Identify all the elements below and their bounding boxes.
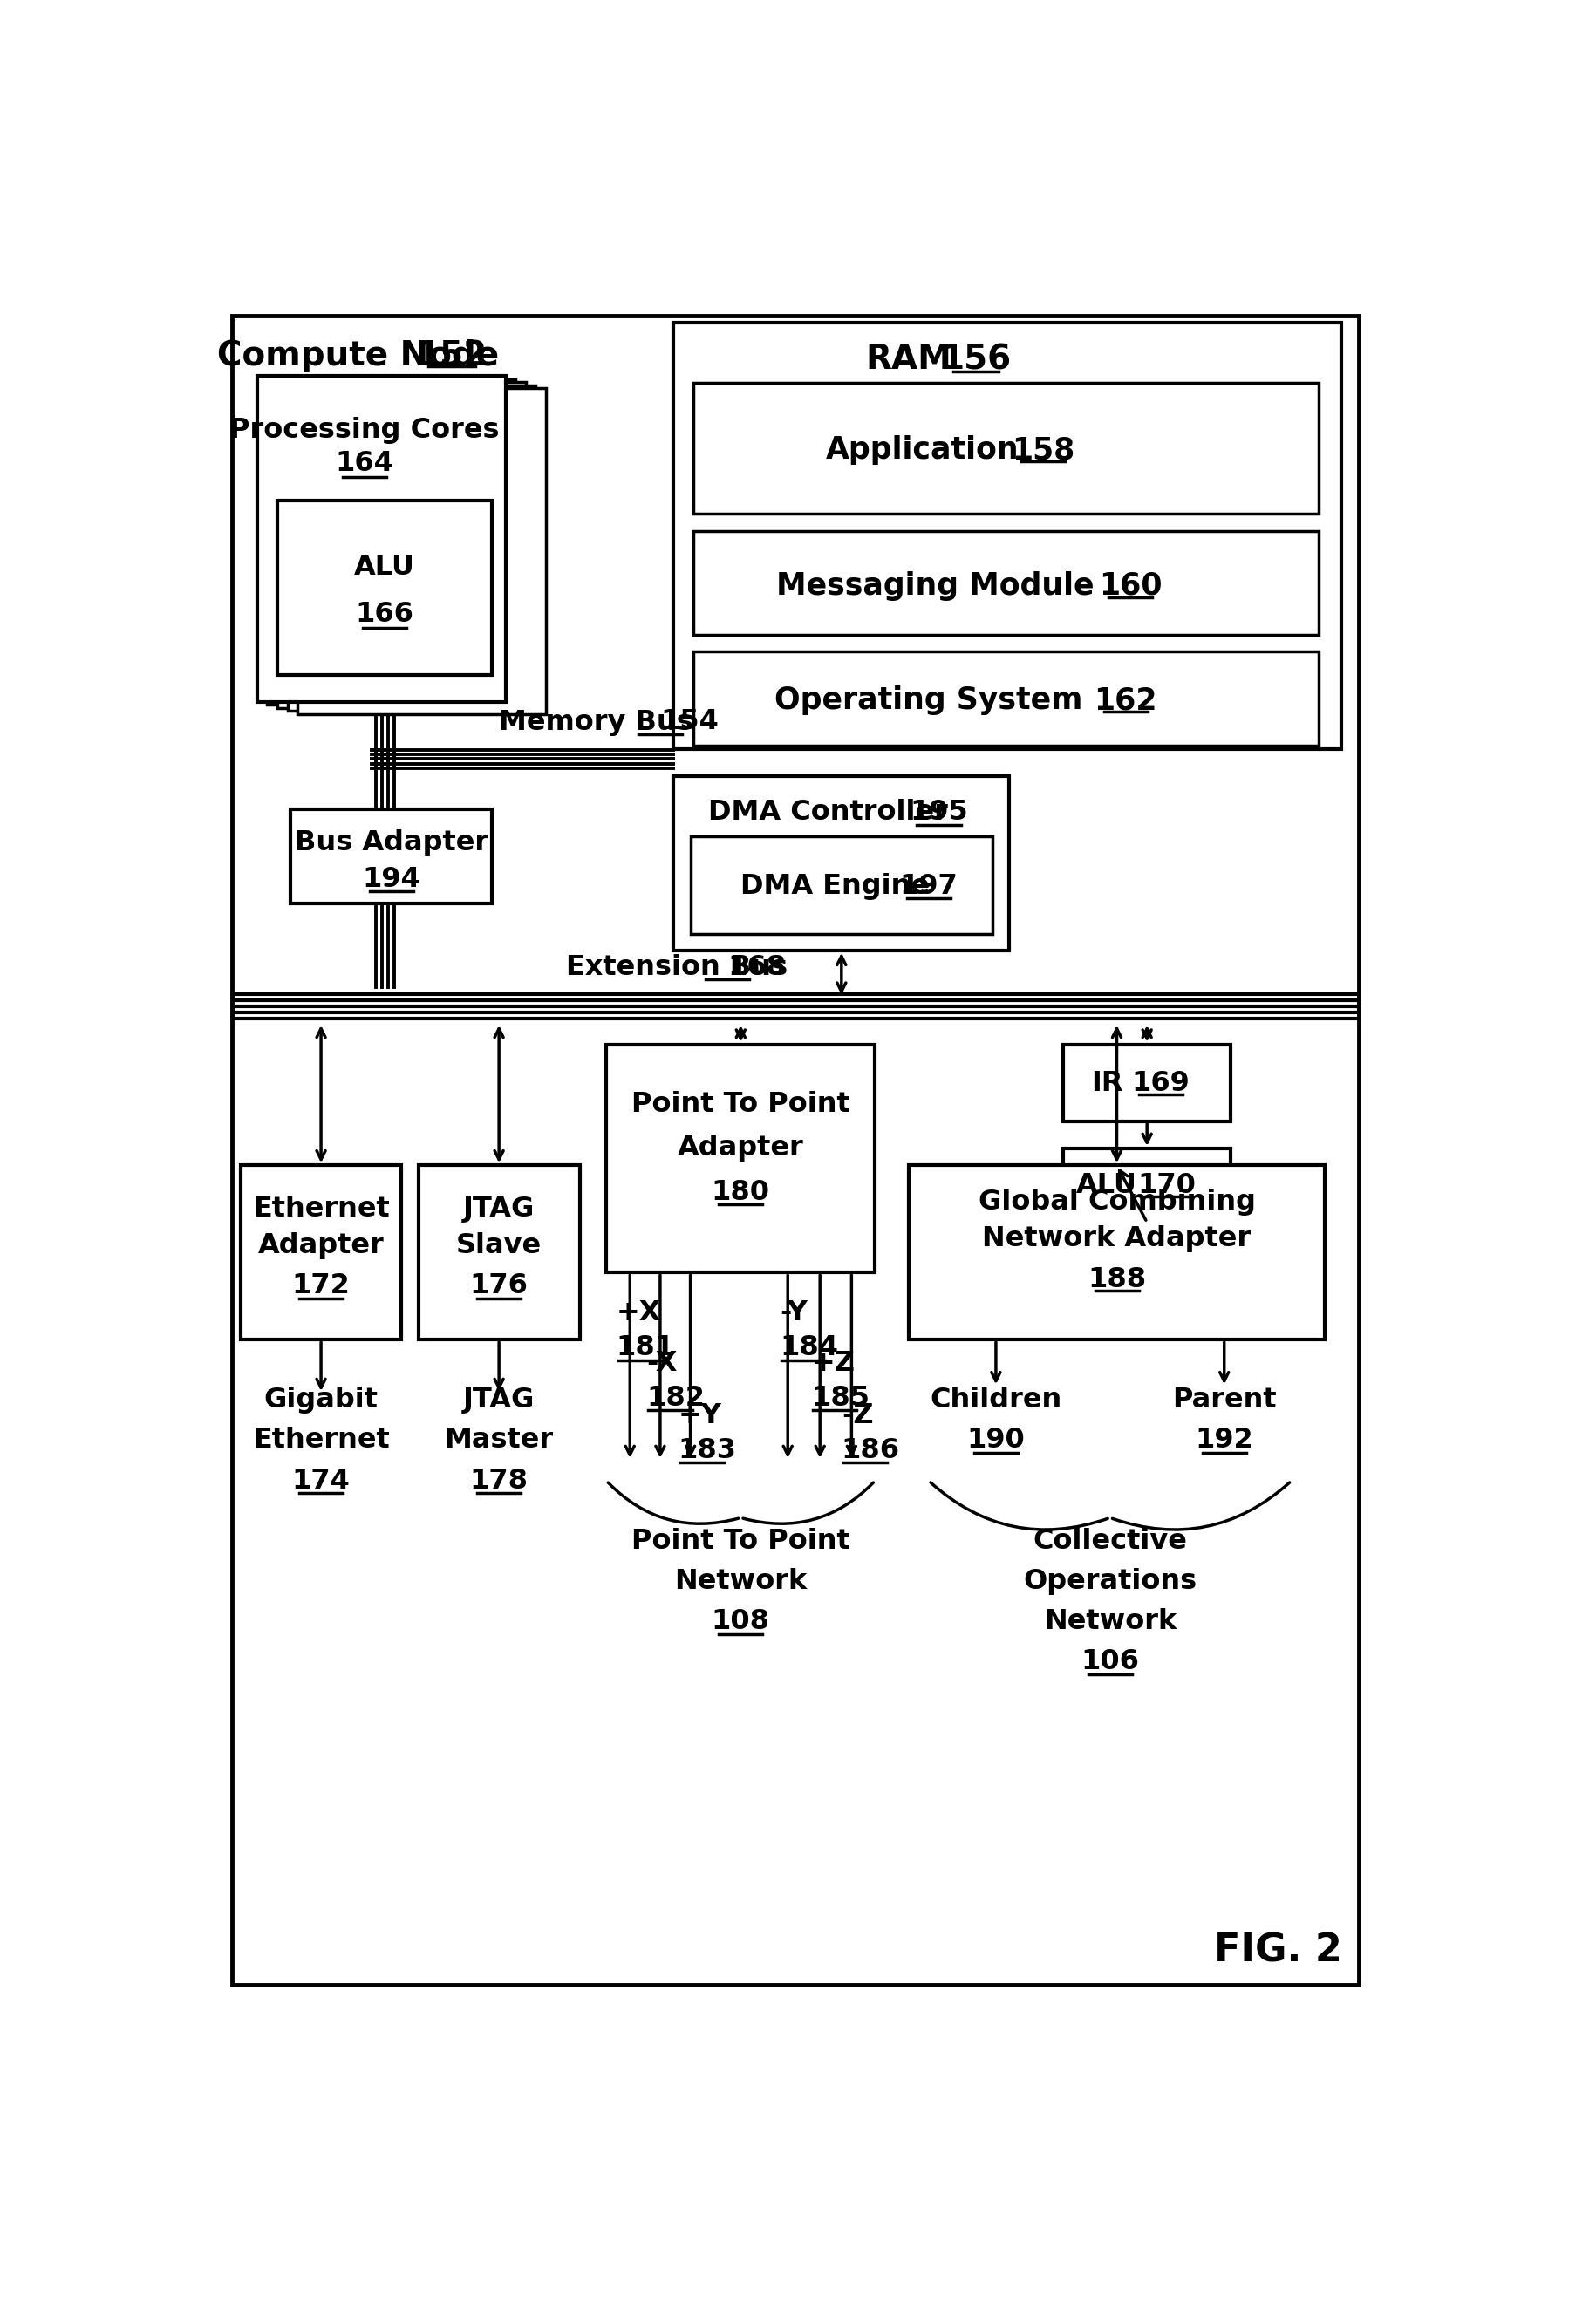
Text: 181: 181 — [616, 1334, 675, 1362]
Text: Network: Network — [675, 1569, 808, 1594]
Text: Operating System: Operating System — [774, 686, 1082, 716]
Text: 182: 182 — [646, 1385, 705, 1411]
FancyBboxPatch shape — [241, 1164, 402, 1341]
Text: 164: 164 — [335, 451, 394, 476]
Text: 162: 162 — [1093, 686, 1157, 716]
Text: Extension Bus: Extension Bus — [567, 953, 788, 981]
Text: JTAG: JTAG — [463, 1387, 535, 1413]
FancyBboxPatch shape — [287, 386, 536, 711]
Text: Adapter: Adapter — [259, 1232, 385, 1260]
Text: 184: 184 — [780, 1334, 838, 1362]
Text: 154: 154 — [661, 709, 718, 737]
Text: 190: 190 — [967, 1427, 1025, 1455]
Text: Children: Children — [930, 1387, 1061, 1413]
Text: Slave: Slave — [456, 1232, 541, 1260]
FancyBboxPatch shape — [674, 776, 1009, 951]
Text: 178: 178 — [469, 1466, 528, 1494]
Text: +X: +X — [616, 1299, 661, 1327]
FancyBboxPatch shape — [1063, 1148, 1231, 1222]
FancyBboxPatch shape — [278, 381, 525, 709]
FancyBboxPatch shape — [267, 379, 516, 704]
FancyBboxPatch shape — [694, 651, 1318, 746]
Text: 197: 197 — [900, 874, 958, 899]
Text: Ethernet: Ethernet — [252, 1427, 389, 1455]
FancyBboxPatch shape — [297, 388, 546, 713]
Text: Global Combining: Global Combining — [978, 1188, 1256, 1215]
Text: Point To Point: Point To Point — [632, 1527, 851, 1555]
Text: 180: 180 — [712, 1178, 769, 1206]
Text: ALU: ALU — [354, 553, 415, 581]
Text: 194: 194 — [362, 867, 421, 892]
FancyBboxPatch shape — [908, 1164, 1325, 1341]
Text: 108: 108 — [712, 1608, 769, 1636]
Text: -Y: -Y — [780, 1299, 808, 1327]
Text: 183: 183 — [678, 1436, 737, 1464]
Text: RAM: RAM — [865, 344, 951, 376]
Text: +Y: +Y — [678, 1401, 721, 1429]
Text: 174: 174 — [292, 1466, 350, 1494]
FancyBboxPatch shape — [290, 809, 492, 904]
Text: Memory Bus: Memory Bus — [500, 709, 693, 737]
Text: 186: 186 — [841, 1436, 900, 1464]
Text: -X: -X — [646, 1350, 678, 1376]
Text: Ethernet: Ethernet — [252, 1195, 389, 1222]
Text: 195: 195 — [910, 799, 967, 827]
Text: DMA Controller: DMA Controller — [709, 799, 948, 827]
Text: Messaging Module: Messaging Module — [777, 572, 1095, 600]
Text: Adapter: Adapter — [678, 1134, 804, 1162]
Text: 170: 170 — [1138, 1171, 1197, 1199]
Text: 192: 192 — [1195, 1427, 1253, 1455]
Text: Master: Master — [444, 1427, 554, 1455]
Text: Parent: Parent — [1171, 1387, 1277, 1413]
FancyBboxPatch shape — [231, 316, 1358, 1985]
Text: +Z: +Z — [811, 1350, 855, 1376]
Text: Point To Point: Point To Point — [632, 1092, 851, 1118]
Text: 158: 158 — [1012, 435, 1074, 465]
Text: Bus Adapter: Bus Adapter — [295, 830, 488, 858]
Text: DMA Engine: DMA Engine — [741, 874, 929, 899]
FancyBboxPatch shape — [674, 323, 1342, 748]
FancyBboxPatch shape — [257, 376, 506, 702]
Text: 156: 156 — [940, 344, 1012, 376]
Text: FIG. 2: FIG. 2 — [1215, 1931, 1342, 1971]
FancyBboxPatch shape — [278, 500, 492, 674]
Text: Network Adapter: Network Adapter — [983, 1225, 1251, 1253]
Text: 106: 106 — [1080, 1648, 1140, 1676]
Text: 172: 172 — [292, 1274, 350, 1299]
Text: Compute Node: Compute Node — [217, 339, 500, 372]
Text: Processing Cores: Processing Cores — [230, 416, 500, 444]
Text: JTAG: JTAG — [463, 1195, 535, 1222]
Text: 188: 188 — [1087, 1267, 1146, 1292]
Text: 176: 176 — [469, 1274, 528, 1299]
FancyBboxPatch shape — [691, 837, 993, 934]
Text: 168: 168 — [728, 953, 785, 981]
FancyBboxPatch shape — [418, 1164, 579, 1341]
Text: 185: 185 — [811, 1385, 870, 1411]
Text: 160: 160 — [1098, 572, 1162, 600]
Text: 152: 152 — [417, 339, 487, 372]
Text: 166: 166 — [356, 602, 413, 627]
Text: ALU: ALU — [1076, 1171, 1138, 1199]
FancyBboxPatch shape — [606, 1043, 875, 1274]
Text: -Z: -Z — [841, 1401, 873, 1429]
Text: 169: 169 — [1132, 1069, 1189, 1097]
FancyBboxPatch shape — [694, 383, 1318, 514]
FancyBboxPatch shape — [1063, 1043, 1231, 1122]
Text: Application: Application — [825, 435, 1018, 465]
FancyBboxPatch shape — [694, 530, 1318, 634]
Text: Gigabit: Gigabit — [263, 1387, 378, 1413]
Text: Network: Network — [1044, 1608, 1176, 1636]
Text: Operations: Operations — [1023, 1569, 1197, 1594]
Text: Collective: Collective — [1033, 1527, 1187, 1555]
Text: IR: IR — [1090, 1069, 1122, 1097]
